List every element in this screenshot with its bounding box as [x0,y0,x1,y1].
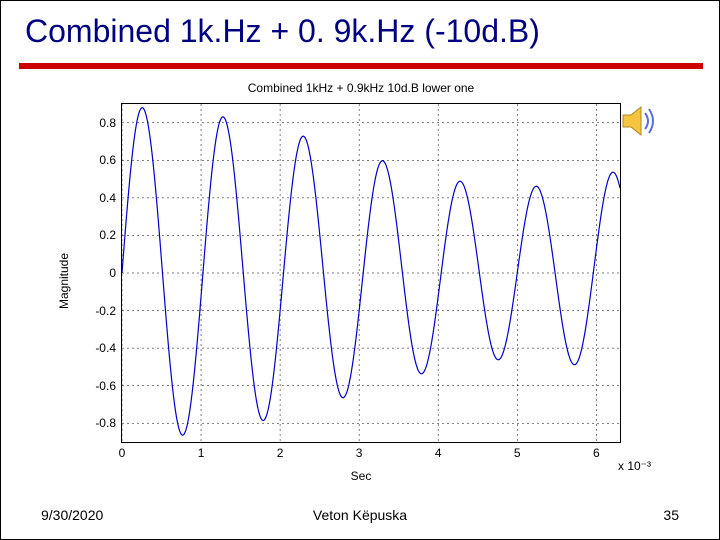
x-axis-label: Sec [81,469,641,483]
x-tick-label: 1 [198,442,205,460]
plot-area: 0123456-0.8-0.6-0.4-0.200.20.40.60.8 [121,103,621,443]
x-tick-label: 0 [119,442,126,460]
plot-svg [122,104,620,442]
y-tick-label: -0.4 [95,341,122,355]
y-tick-label: 0.2 [99,228,122,242]
y-tick-label: -0.2 [95,304,122,318]
y-tick-label: -0.8 [95,416,122,430]
x-tick-label: 3 [356,442,363,460]
chart-container: Combined 1kHz + 0.9kHz 10d.B lower one M… [81,81,641,481]
x-tick-label: 6 [593,442,600,460]
slide-title: Combined 1k.Hz + 0. 9k.Hz (-10d.B) [25,13,540,50]
y-tick-label: 0.4 [99,191,122,205]
y-tick-label: 0.8 [99,116,122,130]
x-tick-label: 4 [435,442,442,460]
title-underline [19,63,703,69]
y-tick-label: -0.6 [95,379,122,393]
slide: Combined 1k.Hz + 0. 9k.Hz (-10d.B) Combi… [0,0,720,540]
speaker-icon[interactable] [619,101,659,146]
x-tick-label: 5 [514,442,521,460]
y-tick-label: 0 [109,266,122,280]
footer-author: Veton Këpuska [1,507,719,523]
chart-title: Combined 1kHz + 0.9kHz 10d.B lower one [81,81,641,95]
y-axis-label: Magnitude [57,253,71,309]
x-exponent-label: x 10⁻³ [618,459,651,473]
x-tick-label: 2 [277,442,284,460]
footer-page: 35 [663,507,679,523]
y-tick-label: 0.6 [99,153,122,167]
